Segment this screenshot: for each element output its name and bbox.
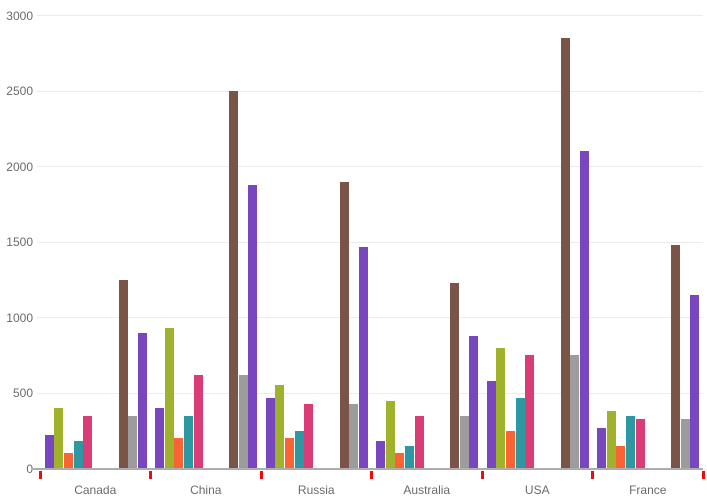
- bar-china-teal: [184, 415, 194, 469]
- bar-china-orange: [174, 438, 184, 469]
- bar-usa-pink: [525, 355, 535, 469]
- category-tick: [480, 471, 484, 479]
- bar-australia-green: [385, 400, 395, 469]
- bar-usa-violet: [579, 151, 589, 469]
- bar-canada-pink: [83, 415, 93, 469]
- bar-china-green: [164, 328, 174, 469]
- bar-usa-gray: [570, 355, 580, 469]
- y-axis-label: 500: [12, 386, 33, 400]
- x-axis-label-russia: Russia: [297, 483, 335, 497]
- bar-australia-orange: [395, 453, 405, 469]
- bar-france-gray: [680, 418, 690, 469]
- category-tick: [370, 471, 373, 479]
- bar-usa-teal: [515, 397, 525, 469]
- bar-russia-green: [275, 385, 285, 469]
- gridline-3000: [37, 15, 703, 16]
- y-axis-label: 3000: [6, 8, 33, 23]
- bar-russia-brown: [339, 181, 349, 469]
- category-tick: [259, 471, 263, 479]
- bar-france-pink: [635, 418, 645, 469]
- bar-usa-orange: [505, 430, 515, 469]
- bar-france-green: [606, 411, 616, 469]
- bar-russia-purple: [265, 397, 275, 469]
- y-axis-label: 1500: [6, 235, 33, 249]
- bar-china-brown: [229, 91, 238, 469]
- bar-canada-purple: [44, 435, 54, 469]
- bar-australia-violet: [469, 335, 479, 469]
- bar-australia-teal: [405, 445, 415, 469]
- bar-australia-pink: [414, 415, 424, 469]
- y-axis-label: 1000: [6, 310, 33, 325]
- bar-china-violet: [248, 184, 258, 469]
- category-tick: [149, 471, 152, 479]
- bar-france-teal: [626, 415, 636, 469]
- bar-usa-green: [496, 347, 506, 469]
- bar-russia-teal: [294, 430, 304, 469]
- gridline-1000: [37, 317, 703, 318]
- x-axis-label-canada: Canada: [74, 483, 117, 497]
- bar-russia-orange: [284, 438, 294, 469]
- x-axis-label-france: France: [629, 483, 667, 497]
- gridline-2500: [37, 90, 703, 92]
- bar-china-purple: [155, 408, 164, 469]
- bar-france-violet: [690, 294, 700, 469]
- gridline-500: [37, 392, 703, 394]
- bar-france-brown: [671, 245, 680, 469]
- bar-china-gray: [238, 374, 248, 469]
- bar-canada-gray: [128, 415, 138, 469]
- bar-france-orange: [616, 445, 626, 469]
- bar-russia-pink: [304, 403, 314, 469]
- x-axis-label-australia: Australia: [403, 483, 451, 497]
- y-axis-label: 0: [26, 461, 33, 476]
- category-tick: [591, 471, 594, 479]
- bar-canada-orange: [63, 453, 73, 469]
- bar-canada-brown: [118, 279, 128, 469]
- bar-australia-purple: [376, 441, 385, 469]
- gridline-1500: [37, 241, 703, 243]
- bar-usa-brown: [560, 38, 570, 469]
- bar-canada-green: [54, 408, 64, 469]
- x-axis-line: [33, 467, 703, 470]
- bar-russia-violet: [358, 246, 368, 469]
- bar-australia-gray: [459, 415, 469, 469]
- bar-canada-violet: [137, 332, 147, 469]
- bar-usa-purple: [486, 380, 496, 469]
- bar-australia-brown: [450, 282, 459, 469]
- bar-canada-teal: [73, 441, 83, 469]
- y-axis-label: 2000: [6, 159, 33, 174]
- x-axis-label-china: China: [190, 483, 222, 497]
- x-axis-label-usa: USA: [524, 483, 550, 497]
- category-tick: [701, 471, 705, 479]
- y-axis-label: 2500: [6, 84, 33, 98]
- bar-china-pink: [193, 374, 203, 469]
- bar-russia-gray: [349, 403, 359, 469]
- category-tick: [38, 471, 42, 479]
- bar-france-purple: [597, 427, 606, 469]
- gridline-2000: [37, 166, 703, 167]
